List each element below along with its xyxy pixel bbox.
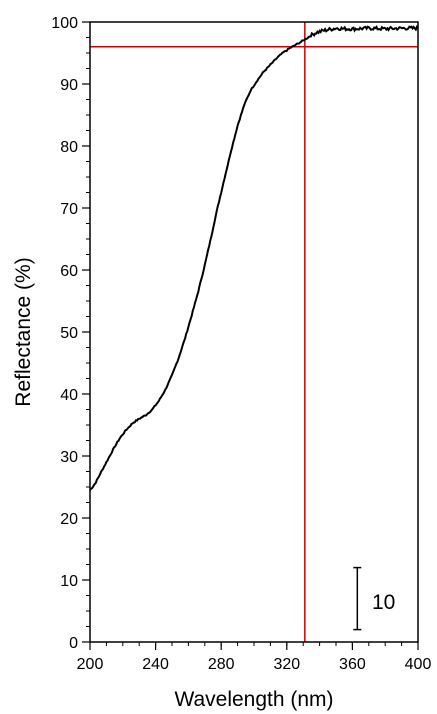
tick-labels: 200 240 280 320 360 400 0 10 20 30 40 50 60 70 80 90 100 bbox=[51, 15, 431, 673]
scale-bar bbox=[353, 566, 362, 631]
scale-bar-label: 10 bbox=[372, 591, 395, 614]
y-tick-label: 60 bbox=[60, 263, 78, 280]
x-tick-label: 400 bbox=[405, 656, 432, 673]
x-tick-label: 360 bbox=[339, 656, 366, 673]
major-ticks bbox=[82, 21, 419, 650]
y-tick-label: 30 bbox=[60, 449, 78, 466]
y-tick-label: 70 bbox=[60, 201, 78, 218]
y-tick-label: 50 bbox=[60, 325, 78, 342]
reflectance-series-line bbox=[89, 24, 419, 491]
x-axis-title: Wavelength (nm) bbox=[174, 688, 333, 711]
y-axis-title: Reflectance (%) bbox=[12, 257, 35, 406]
y-tick-label: 40 bbox=[60, 387, 78, 404]
minor-ticks bbox=[86, 21, 419, 646]
y-tick-label: 80 bbox=[60, 139, 78, 156]
x-tick-label: 320 bbox=[273, 656, 300, 673]
y-tick-label: 20 bbox=[60, 511, 78, 528]
y-tick-label: 10 bbox=[60, 573, 78, 590]
x-tick-label: 280 bbox=[208, 656, 235, 673]
x-tick-label: 240 bbox=[142, 656, 169, 673]
y-tick-label: 90 bbox=[60, 77, 78, 94]
y-tick-label: 100 bbox=[51, 15, 78, 32]
plot-frame bbox=[89, 21, 419, 643]
x-tick-label: 200 bbox=[77, 656, 104, 673]
y-tick-label: 0 bbox=[69, 635, 78, 652]
